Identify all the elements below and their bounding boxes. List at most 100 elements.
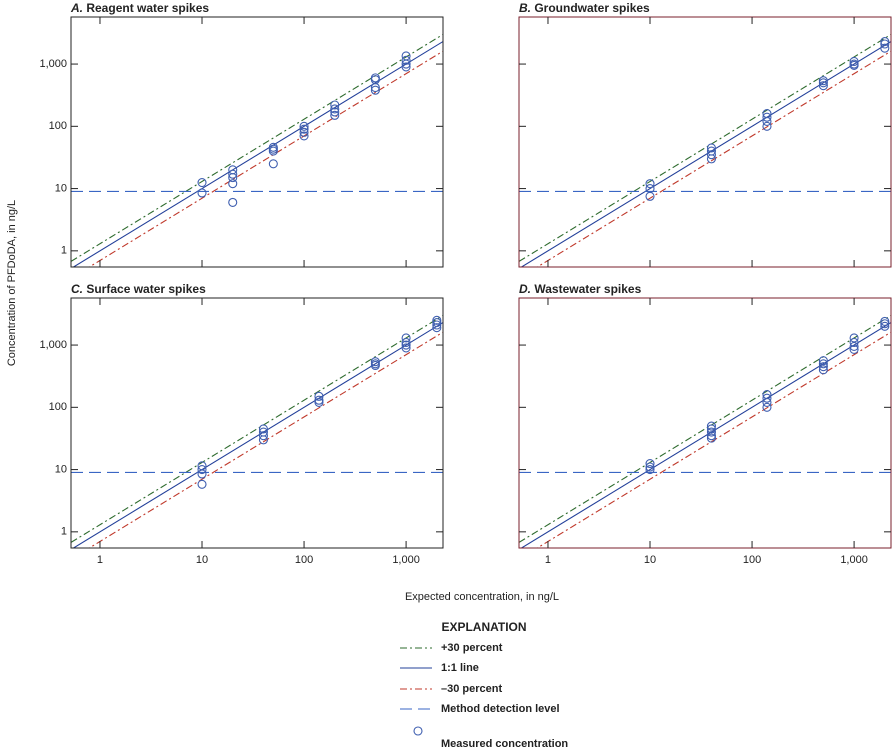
measured-point [228,173,238,183]
measured-point [849,337,859,348]
measured-point [258,431,268,441]
measured-point [432,323,442,333]
panel-letter: D. [519,282,531,296]
measured-point [706,431,716,441]
measured-point [228,169,238,179]
reference-line [71,314,443,543]
x-tick-label: 1 [97,554,103,566]
measured-point [645,458,655,469]
measured-point [401,343,411,353]
measured-point [401,55,411,65]
measured-point [706,150,716,160]
measured-point [762,393,772,403]
reference-line [72,41,443,267]
measured-point [330,100,340,110]
measured-point [258,435,268,445]
measured-point [197,177,207,188]
measured-point [818,362,828,372]
x-tick-label: 10 [644,554,656,566]
measured-point [268,144,278,154]
measured-point [401,333,411,343]
measured-point [401,337,411,348]
plot-area [71,33,443,267]
measured-point [330,110,340,120]
x-tick-label: 1 [545,554,551,566]
y-axis-label: Concentration of PFDoDA, in ng/L [6,200,18,366]
panel-letter: C. [71,282,83,296]
measured-point [401,59,411,69]
measured-point [197,469,207,479]
measured-point [330,107,340,117]
measured-point [706,143,716,153]
measured-point [849,344,859,355]
reference-line [536,331,891,548]
x-tick-label: 100 [295,554,313,566]
measured-point [314,391,324,401]
measured-point [706,421,716,431]
measured-point [762,116,772,126]
y-tick-label: 1,000 [39,58,67,70]
measured-point [197,479,207,489]
legend-swatch [413,726,423,736]
measured-point [818,356,828,366]
x-tick-label: 1,000 [840,554,868,566]
x-tick-label: 100 [743,554,761,566]
measured-point [258,424,268,434]
measured-point [762,397,772,407]
measured-point [849,341,859,351]
measured-point [706,424,716,434]
y-tick-label: 1 [61,245,67,257]
measured-point [299,131,309,141]
reference-line [520,322,891,548]
measured-point [645,191,655,201]
plot-area [71,314,443,548]
reference-line [519,314,891,543]
measured-point [645,465,655,475]
measured-point [197,465,207,475]
measured-point [762,121,772,131]
measured-point [849,60,859,70]
reference-line [71,33,443,262]
measured-point [706,433,716,443]
reference-line [72,322,443,548]
legend-label: +30 percent [441,642,503,654]
panel-name: Wastewater spikes [534,282,641,296]
measured-point [432,315,442,325]
measured-point [299,121,309,131]
measured-point [268,146,278,156]
panel-name: Surface water spikes [86,282,206,296]
reference-line [88,331,443,548]
plot-frame [70,16,444,268]
x-tick-label: 10 [196,554,208,566]
measured-point [330,104,340,114]
x-tick-label: 1,000 [392,554,420,566]
measured-point [706,427,716,437]
measured-point [370,85,380,95]
measured-point [818,81,828,91]
legend-label: Method detection level [441,703,560,715]
plot-area [519,33,891,267]
plot-frame [518,16,892,268]
measured-point [818,78,828,88]
measured-point [299,127,309,137]
measured-point [880,39,890,49]
measured-point [880,36,890,47]
measured-point [880,43,890,53]
plot-frame [70,297,444,549]
measured-point [401,62,411,72]
plot-frame [518,297,892,549]
measured-point [268,159,278,169]
measured-point [299,124,309,134]
panel-name: Reagent water spikes [86,1,209,15]
legend-title: EXPLANATION [441,620,526,634]
measured-point [818,359,828,369]
reference-line [520,41,891,267]
y-tick-label: 1,000 [39,339,67,351]
measured-point [370,360,380,371]
y-tick-label: 10 [55,182,67,194]
panel-title: A. Reagent water spikes [70,1,209,15]
measured-point [880,319,890,329]
x-axis-label: Expected concentration, in ng/L [405,591,559,603]
